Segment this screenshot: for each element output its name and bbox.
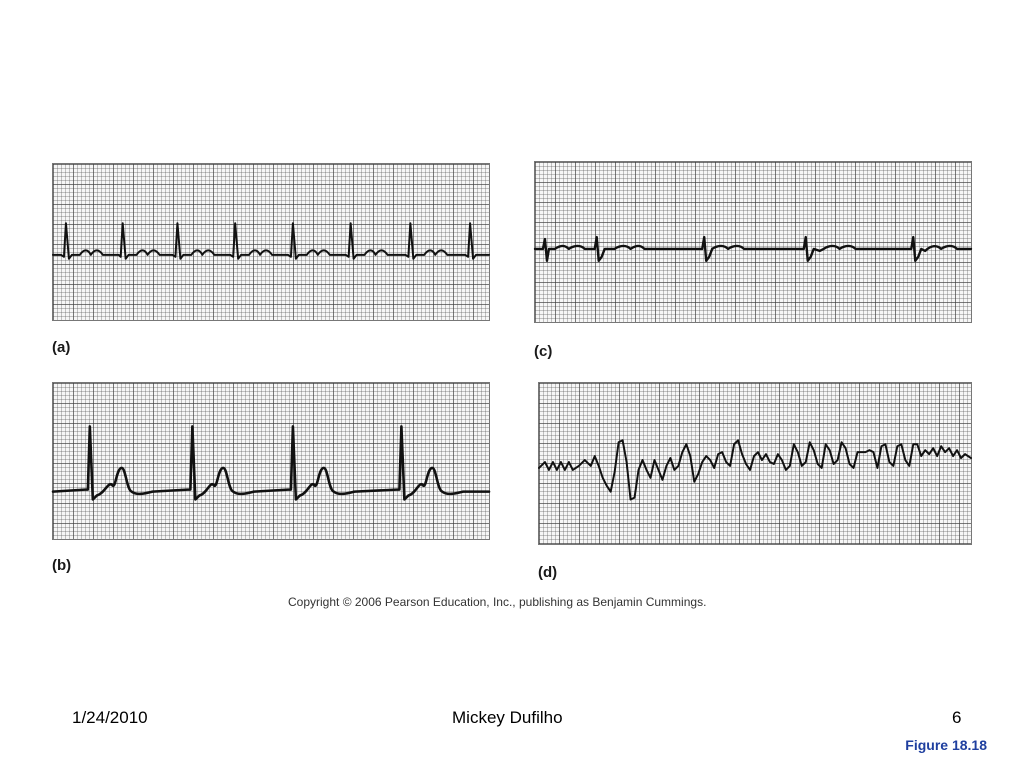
figure-caption: Figure 18.18 [905, 737, 987, 753]
ecg-trace-d [538, 439, 972, 501]
ecg-strip-c [533, 161, 973, 323]
footer-date: 1/24/2010 [72, 708, 148, 727]
panel-label-a: (a) [52, 339, 71, 356]
ecg-strip-b [51, 382, 491, 540]
copyright-notice: Copyright © 2006 Pearson Education, Inc.… [288, 595, 707, 609]
footer-page-number: 6 [952, 708, 962, 727]
ecg-strip-d [538, 382, 972, 545]
panel-label-d: (d) [538, 564, 558, 581]
footer-author: Mickey Dufilho [452, 708, 563, 727]
ecg-strip-a [52, 163, 490, 321]
panel-label-b: (b) [52, 557, 72, 574]
ecg-trace-a [52, 222, 490, 260]
panel-label-c: (c) [534, 343, 553, 360]
ecg-trace-c [533, 235, 973, 262]
ecg-trace-b [51, 425, 491, 501]
